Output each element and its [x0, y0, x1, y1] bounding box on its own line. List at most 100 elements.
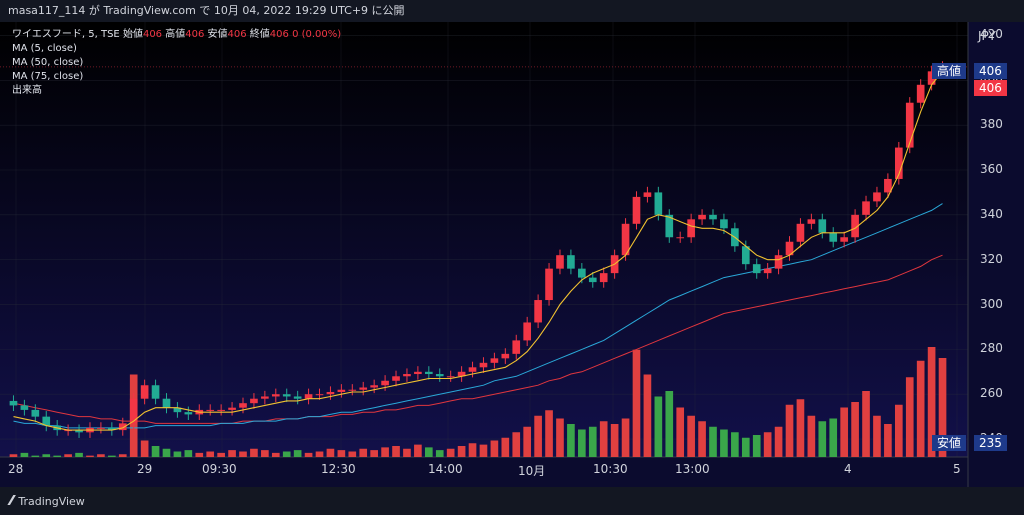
candle-body — [654, 192, 663, 215]
volume-bar — [731, 432, 739, 457]
candle-body — [807, 219, 816, 224]
x-tick-label: 4 — [844, 462, 852, 476]
last-price-tag: 406 — [974, 80, 1007, 96]
candle-body — [578, 268, 586, 278]
candle-body — [567, 255, 575, 269]
candle-body — [829, 232, 838, 242]
volume-bar — [108, 455, 116, 457]
low-tag-label: 安値 — [932, 435, 967, 451]
legend-open-label: 始値 — [122, 29, 143, 40]
volume-bar — [894, 404, 903, 457]
volume-bar — [905, 377, 914, 457]
volume-bar — [501, 437, 510, 457]
legend-ohlc-row: ワイエスフード, 5, TSE 始値406 高値406 安値406 終値406 … — [12, 28, 341, 42]
candle-body — [840, 237, 848, 242]
legend-low-label: 安値 — [207, 29, 228, 40]
volume-bar — [785, 404, 794, 457]
volume-bar — [381, 447, 389, 457]
candle-body — [293, 396, 302, 399]
volume-bar — [140, 440, 149, 457]
candle-body — [479, 362, 488, 368]
volume-bar — [807, 415, 816, 457]
volume-bar — [250, 448, 258, 457]
candle-body — [894, 147, 903, 179]
legend-ma75[interactable]: MA (75, close) — [12, 71, 84, 82]
volume-bar — [916, 360, 925, 457]
volume-bar — [173, 451, 182, 457]
candle-body — [151, 385, 160, 399]
candle-body — [774, 255, 783, 269]
volume-bar — [851, 402, 859, 457]
volume-bar — [414, 444, 422, 457]
volume-bar — [534, 415, 542, 457]
legend-close-label: 終値 — [249, 29, 270, 40]
candle-body — [752, 264, 761, 274]
volume-bar — [752, 435, 761, 457]
volume-bar — [435, 450, 444, 457]
candle-body — [271, 394, 280, 397]
candle-body — [698, 214, 706, 220]
candle-body — [348, 389, 357, 391]
volume-bar — [282, 451, 291, 457]
price-chart[interactable] — [0, 22, 1024, 487]
legend-ma50[interactable]: MA (50, close) — [12, 57, 84, 68]
candle-body — [916, 84, 925, 103]
candle-body — [435, 374, 444, 377]
volume-bar — [337, 450, 346, 457]
candle-body — [282, 394, 291, 397]
ma50-line — [13, 203, 943, 429]
volume-bar — [403, 448, 411, 457]
volume-bar — [763, 432, 772, 457]
volume-bar — [9, 454, 18, 457]
candle-body — [490, 358, 499, 363]
legend-ma5[interactable]: MA (5, close) — [12, 43, 77, 54]
candle-body — [862, 201, 870, 215]
volume-bar — [392, 446, 400, 457]
volume-bar — [741, 437, 750, 457]
volume-bar — [884, 424, 892, 457]
candle-body — [534, 300, 542, 323]
footer-bar — [0, 487, 1024, 515]
candle-body — [31, 409, 40, 417]
volume-bar — [315, 451, 324, 457]
volume-bar — [523, 426, 532, 457]
volume-bar — [195, 452, 204, 457]
x-tick-label: 10:30 — [593, 462, 628, 476]
candle-body — [9, 400, 18, 406]
candle-body — [501, 353, 510, 359]
legend-close-value: 406 — [269, 29, 289, 40]
x-tick-label: 28 — [8, 462, 24, 476]
candle-body — [162, 398, 171, 408]
candle-body — [75, 430, 83, 433]
candle-body — [851, 214, 859, 238]
x-tick-label: 14:00 — [428, 462, 463, 476]
publish-caption: masa117_114 が TradingView.com で 10月 04, … — [0, 0, 1024, 22]
volume-bar — [20, 452, 29, 457]
candle-body — [763, 268, 772, 274]
volume-bar — [228, 450, 236, 457]
candle-body — [621, 223, 630, 256]
volume-bar — [687, 415, 695, 457]
volume-bar — [610, 424, 619, 457]
volume-bar — [293, 450, 302, 457]
low-tag-value: 235 — [974, 435, 1007, 451]
candle-body — [512, 340, 521, 354]
volume-bar — [599, 421, 608, 457]
volume-bar — [774, 426, 783, 457]
volume-bar — [632, 349, 641, 457]
ma5-line — [13, 70, 943, 431]
candle-body — [709, 214, 717, 220]
x-tick-label: 10月 — [518, 464, 546, 478]
candle-body — [632, 196, 641, 224]
volume-bar — [479, 444, 488, 457]
volume-bar — [162, 448, 171, 457]
candle-body — [381, 380, 389, 386]
volume-bar — [862, 391, 870, 457]
candle-body — [468, 367, 477, 372]
tradingview-logo[interactable]: ⁄⁄ TradingView — [10, 494, 85, 509]
volume-bar — [720, 429, 728, 457]
legend-volume[interactable]: 出来高 — [12, 85, 42, 96]
ma75-line — [13, 254, 943, 424]
currency-label: JPY — [978, 29, 996, 43]
candle-body — [446, 376, 455, 378]
